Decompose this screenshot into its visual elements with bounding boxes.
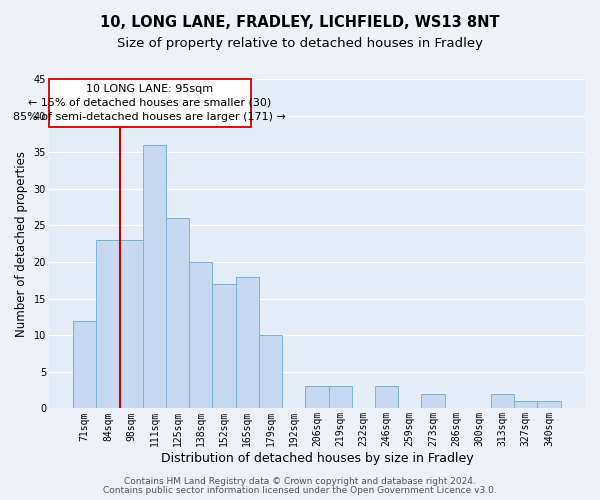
X-axis label: Distribution of detached houses by size in Fradley: Distribution of detached houses by size … xyxy=(161,452,473,465)
Text: Contains HM Land Registry data © Crown copyright and database right 2024.: Contains HM Land Registry data © Crown c… xyxy=(124,477,476,486)
Bar xyxy=(212,284,236,408)
Bar xyxy=(329,386,352,408)
Bar xyxy=(421,394,445,408)
Bar xyxy=(119,240,143,408)
Text: 10, LONG LANE, FRADLEY, LICHFIELD, WS13 8NT: 10, LONG LANE, FRADLEY, LICHFIELD, WS13 … xyxy=(100,15,500,30)
Y-axis label: Number of detached properties: Number of detached properties xyxy=(15,150,28,336)
Bar xyxy=(189,262,212,408)
Bar xyxy=(514,401,538,408)
Bar xyxy=(166,218,189,408)
Bar xyxy=(305,386,329,408)
Text: Contains public sector information licensed under the Open Government Licence v3: Contains public sector information licen… xyxy=(103,486,497,495)
Text: Size of property relative to detached houses in Fradley: Size of property relative to detached ho… xyxy=(117,38,483,51)
Text: 10 LONG LANE: 95sqm
← 15% of detached houses are smaller (30)
85% of semi-detach: 10 LONG LANE: 95sqm ← 15% of detached ho… xyxy=(13,84,286,122)
Bar xyxy=(491,394,514,408)
Bar xyxy=(97,240,119,408)
Bar xyxy=(73,320,97,408)
Bar xyxy=(259,335,282,408)
FancyBboxPatch shape xyxy=(49,79,251,126)
Bar xyxy=(236,276,259,408)
Bar xyxy=(143,145,166,408)
Bar xyxy=(538,401,560,408)
Bar xyxy=(375,386,398,408)
